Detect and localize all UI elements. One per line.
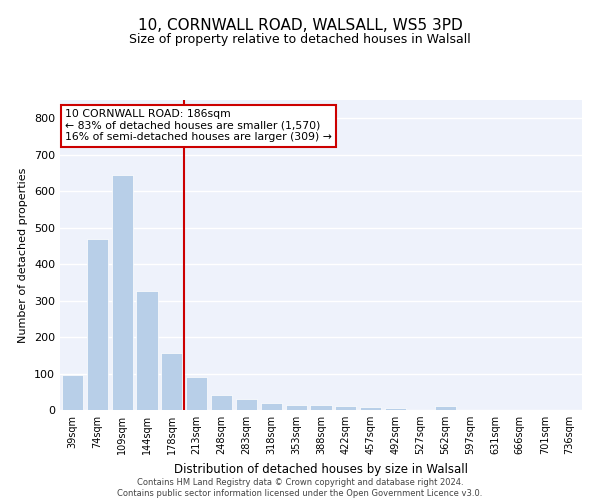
Bar <box>236 399 257 410</box>
Bar <box>335 406 356 410</box>
Bar <box>136 292 158 410</box>
Text: 10, CORNWALL ROAD, WALSALL, WS5 3PD: 10, CORNWALL ROAD, WALSALL, WS5 3PD <box>137 18 463 32</box>
Text: 10 CORNWALL ROAD: 186sqm
← 83% of detached houses are smaller (1,570)
16% of sem: 10 CORNWALL ROAD: 186sqm ← 83% of detach… <box>65 110 332 142</box>
X-axis label: Distribution of detached houses by size in Walsall: Distribution of detached houses by size … <box>174 462 468 475</box>
Bar <box>161 354 182 410</box>
Bar <box>360 407 381 410</box>
Bar <box>87 238 108 410</box>
Y-axis label: Number of detached properties: Number of detached properties <box>19 168 28 342</box>
Bar <box>211 396 232 410</box>
Bar <box>261 402 282 410</box>
Text: Size of property relative to detached houses in Walsall: Size of property relative to detached ho… <box>129 32 471 46</box>
Bar <box>385 408 406 410</box>
Bar <box>435 406 456 410</box>
Bar <box>186 377 207 410</box>
Bar <box>112 175 133 410</box>
Text: Contains HM Land Registry data © Crown copyright and database right 2024.
Contai: Contains HM Land Registry data © Crown c… <box>118 478 482 498</box>
Bar <box>286 404 307 410</box>
Bar <box>310 404 332 410</box>
Bar <box>62 376 83 410</box>
